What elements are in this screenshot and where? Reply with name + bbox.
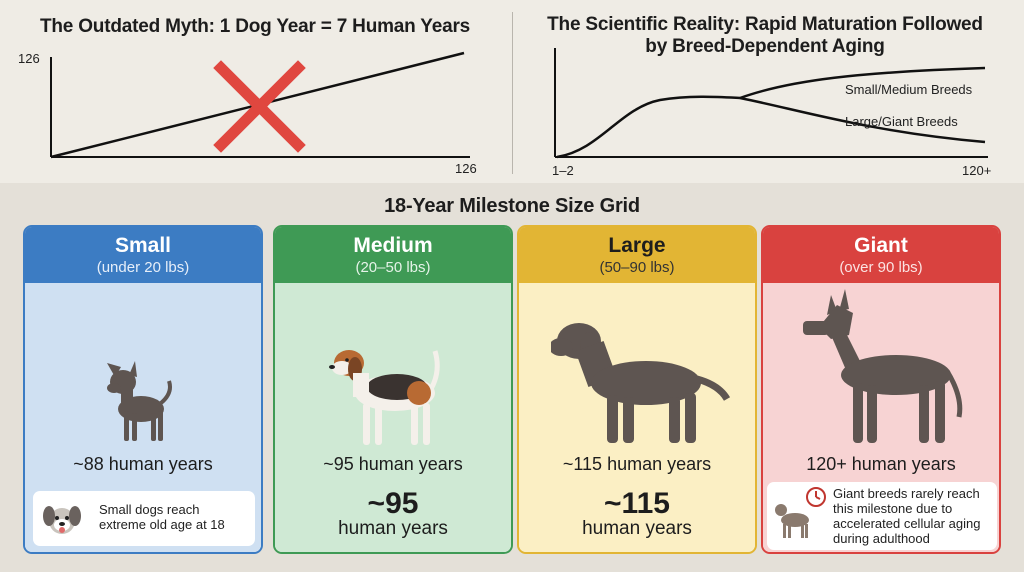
card-small-note-text: Small dogs reach extreme old age at 18 <box>99 502 225 532</box>
card-medium-big-number: ~95 <box>367 487 419 520</box>
reality-x-start: 1–2 <box>552 163 574 178</box>
card-medium-name: Medium <box>353 234 433 257</box>
card-giant-header: Giant (over 90 lbs) <box>763 227 999 283</box>
reality-large-giant-curve <box>739 96 986 144</box>
card-medium-big-sub: human years <box>338 518 448 539</box>
card-giant-body: 120+ human years Giant breeds rarely rea… <box>763 283 999 552</box>
panel-divider <box>512 12 513 174</box>
card-giant: Giant (over 90 lbs) 120+ human years <box>761 225 1001 554</box>
card-giant-name: Giant <box>854 234 908 257</box>
card-giant-note-text: Giant breeds rarely reach this milestone… <box>833 486 981 546</box>
reality-title: The Scientific Reality: Rapid Maturation… <box>520 14 1010 58</box>
small-dog-icon <box>775 504 809 538</box>
card-giant-human-years: 120+ human years <box>806 454 956 474</box>
card-small-note: Small dogs reach extreme old age at 18 <box>33 491 255 546</box>
reality-chart <box>554 48 988 159</box>
card-large-big-number: ~115 <box>604 487 670 520</box>
series-small-medium-label: Small/Medium Breeds <box>845 82 973 97</box>
card-large-header: Large (50–90 lbs) <box>519 227 755 283</box>
card-large-big-sub: human years <box>582 518 692 539</box>
card-medium-human-years: ~95 human years <box>323 454 463 474</box>
series-large-giant-label: Large/Giant Breeds <box>845 114 958 129</box>
card-medium-range: (20–50 lbs) <box>355 259 431 276</box>
reality-shared-curve <box>556 95 741 159</box>
dog-face-icon <box>43 506 81 534</box>
card-small-body: ~88 human years Small dogs reach extreme… <box>25 283 261 552</box>
card-medium: Medium (20–50 lbs) ~95 human years ~95 h… <box>273 225 513 554</box>
card-large-human-years: ~115 human years <box>562 454 712 474</box>
chihuahua-icon <box>107 361 172 441</box>
card-giant-note: Giant breeds rarely reach this milestone… <box>767 482 997 550</box>
myth-title: The Outdated Myth: 1 Dog Year = 7 Human … <box>39 16 471 37</box>
card-large-body: ~115 human years ~115 human years <box>519 283 755 552</box>
card-large-range: (50–90 lbs) <box>599 259 675 276</box>
cross-icon <box>213 60 306 153</box>
card-medium-body: ~95 human years ~95 human years <box>275 283 511 552</box>
reality-x-end: 120+ <box>962 163 992 178</box>
beagle-icon <box>329 350 440 445</box>
reality-small-medium-curve <box>739 66 986 100</box>
grid-title: 18-Year Milestone Size Grid <box>384 195 640 217</box>
clock-icon <box>806 487 826 507</box>
card-large-name: Large <box>608 234 666 257</box>
card-small-human-years: ~88 human years <box>73 454 213 474</box>
card-medium-header: Medium (20–50 lbs) <box>275 227 511 283</box>
card-small-header: Small (under 20 lbs) <box>25 227 261 283</box>
myth-y-tick: 126 <box>18 51 40 66</box>
myth-chart <box>50 51 470 159</box>
reality-title-line1: The Scientific Reality: Rapid Maturation… <box>547 14 983 35</box>
card-giant-range: (over 90 lbs) <box>839 259 923 276</box>
labrador-icon <box>551 323 731 443</box>
card-small-name: Small <box>114 234 172 257</box>
great-dane-icon <box>803 289 963 443</box>
myth-x-tick: 126 <box>455 161 477 176</box>
reality-title-line2: by Breed-Dependent Aging <box>645 36 885 57</box>
card-small-range: (under 20 lbs) <box>96 259 190 276</box>
card-small: Small (under 20 lbs) ~88 human years <box>23 225 263 554</box>
card-large: Large (50–90 lbs) ~115 human years ~115 … <box>517 225 757 554</box>
